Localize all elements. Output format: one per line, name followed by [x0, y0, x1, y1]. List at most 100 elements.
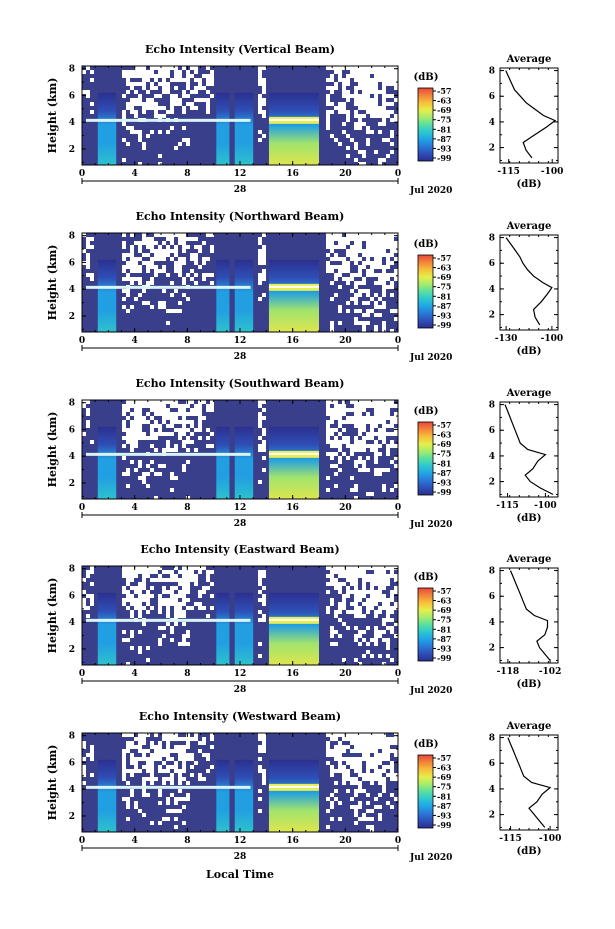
avg-y-tick-label: 2 — [489, 144, 495, 154]
y-tick-label: 2 — [69, 645, 75, 655]
avg-x-tick-label: -100 — [541, 334, 564, 344]
avg-x-tick-label: -115 — [496, 501, 519, 511]
x-tick-label: 4 — [132, 503, 138, 513]
x-tick-label: 12 — [234, 669, 247, 679]
x-tick-label: 8 — [184, 503, 190, 513]
colorbar-unit: (dB) — [414, 406, 439, 417]
x-tick-label: 16 — [286, 503, 299, 513]
precip-band — [97, 259, 117, 332]
colorbar-tick-label: -99 — [437, 653, 452, 663]
colorbar-tick-label: -63 — [437, 596, 452, 606]
y-axis-label: Height (km) — [46, 245, 59, 321]
x-tick-label: 8 — [184, 669, 190, 679]
x-tick-label: 4 — [132, 669, 138, 679]
bright-band — [85, 118, 251, 122]
avg-y-tick-label: 6 — [489, 426, 495, 436]
y-tick-label: 2 — [69, 812, 75, 822]
avg-y-tick-label: 8 — [489, 67, 495, 77]
colorbar-tick-label: -69 — [437, 272, 452, 282]
x-tick-label: 16 — [286, 169, 299, 179]
x-tick-label: 16 — [286, 836, 299, 846]
avg-y-tick-label: 6 — [489, 759, 495, 769]
precip-band — [216, 592, 230, 665]
precip-band — [268, 426, 319, 499]
day-label: 28 — [234, 685, 247, 695]
date-label: Jul 2020 — [409, 686, 452, 696]
colorbar-tick-label: -69 — [437, 605, 452, 615]
y-axis-label: Height (km) — [46, 745, 59, 821]
precip-band — [268, 92, 319, 165]
y-tick-label: 8 — [69, 732, 75, 742]
avg-y-tick-label: 8 — [489, 234, 495, 244]
x-tick-label: 8 — [184, 336, 190, 346]
heatmap — [82, 733, 398, 832]
colorbar-tick-label: -75 — [437, 282, 451, 292]
y-tick-label: 8 — [69, 65, 75, 75]
y-tick-label: 6 — [69, 591, 75, 601]
colorbar-tick-label: -63 — [437, 763, 452, 773]
x-tick-label: 16 — [286, 336, 299, 346]
avg-y-tick-label: 8 — [489, 401, 495, 411]
avg-y-tick-label: 6 — [489, 92, 495, 102]
colorbar — [417, 587, 434, 662]
average-xlabel: (dB) — [517, 679, 542, 690]
date-label: Jul 2020 — [409, 520, 452, 530]
heatmap — [82, 66, 398, 165]
average-profile-line — [507, 737, 552, 828]
colorbar — [417, 87, 434, 162]
x-axis-label: Local Time — [206, 868, 274, 881]
panel-title: Echo Intensity (Southward Beam) — [136, 377, 345, 390]
panel-title: Echo Intensity (Westward Beam) — [139, 710, 341, 723]
colorbar-tick-label: -81 — [437, 124, 451, 134]
y-tick-label: 2 — [69, 312, 75, 322]
average-frame — [499, 67, 559, 164]
x-tick-label: 0 — [79, 503, 85, 513]
precip-band — [216, 426, 230, 499]
colorbar-unit: (dB) — [414, 739, 439, 750]
x-tick-label: 4 — [132, 336, 138, 346]
panel-3: Echo Intensity (Southward Beam) 2 4 6 8 0 4 8 12… — [46, 377, 559, 530]
colorbar-tick-label: -69 — [437, 439, 452, 449]
average-frame — [499, 567, 559, 664]
x-tick-label: 20 — [339, 169, 352, 179]
average-profile: Average 2 4 6 8 -115 -100 (dB) — [489, 721, 562, 857]
colorbar-tick-label: -99 — [437, 320, 452, 330]
colorbar-tick-label: -63 — [437, 263, 452, 273]
average-xlabel: (dB) — [517, 513, 542, 524]
date-label: Jul 2020 — [409, 186, 452, 196]
panel-title: Echo Intensity (Eastward Beam) — [140, 543, 339, 556]
average-profile-line — [504, 404, 554, 495]
average-profile: Average 2 4 6 8 -118 -102 (dB) — [489, 554, 562, 690]
x-tick-label: 4 — [132, 169, 138, 179]
y-axis-label: Height (km) — [46, 78, 59, 154]
bright-band — [85, 285, 251, 289]
x-tick-label: 20 — [339, 336, 352, 346]
avg-y-tick-label: 2 — [489, 811, 495, 821]
colorbar-tick-label: -57 — [437, 86, 451, 96]
y-tick-label: 6 — [69, 91, 75, 101]
avg-y-tick-label: 4 — [489, 285, 495, 295]
average-title: Average — [506, 54, 552, 65]
average-xlabel: (dB) — [517, 346, 542, 357]
precip-band — [97, 592, 117, 665]
colorbar-tick-label: -57 — [437, 753, 451, 763]
bright-band — [85, 785, 251, 789]
colorbar-tick-label: -75 — [437, 115, 451, 125]
x-tick-label: 0 — [79, 336, 85, 346]
x-tick-label: 0 — [395, 669, 401, 679]
colorbar-tick-label: -63 — [437, 96, 452, 106]
panel-1: Echo Intensity (Vertical Beam) 2 4 6 8 0 4 8 12 1… — [46, 43, 563, 196]
colorbar-tick-label: -99 — [437, 487, 452, 497]
y-tick-label: 6 — [69, 758, 75, 768]
avg-y-tick-label: 2 — [489, 644, 495, 654]
avg-x-tick-label: -115 — [497, 167, 520, 177]
colorbar — [417, 254, 434, 329]
average-title: Average — [506, 221, 552, 232]
precip-band — [234, 592, 254, 665]
average-frame — [499, 734, 559, 831]
colorbar-tick-label: -87 — [437, 801, 451, 811]
avg-x-tick-label: -100 — [541, 167, 564, 177]
date-label: Jul 2020 — [409, 853, 452, 863]
x-tick-label: 0 — [395, 169, 401, 179]
colorbar-tick-label: -87 — [437, 634, 451, 644]
